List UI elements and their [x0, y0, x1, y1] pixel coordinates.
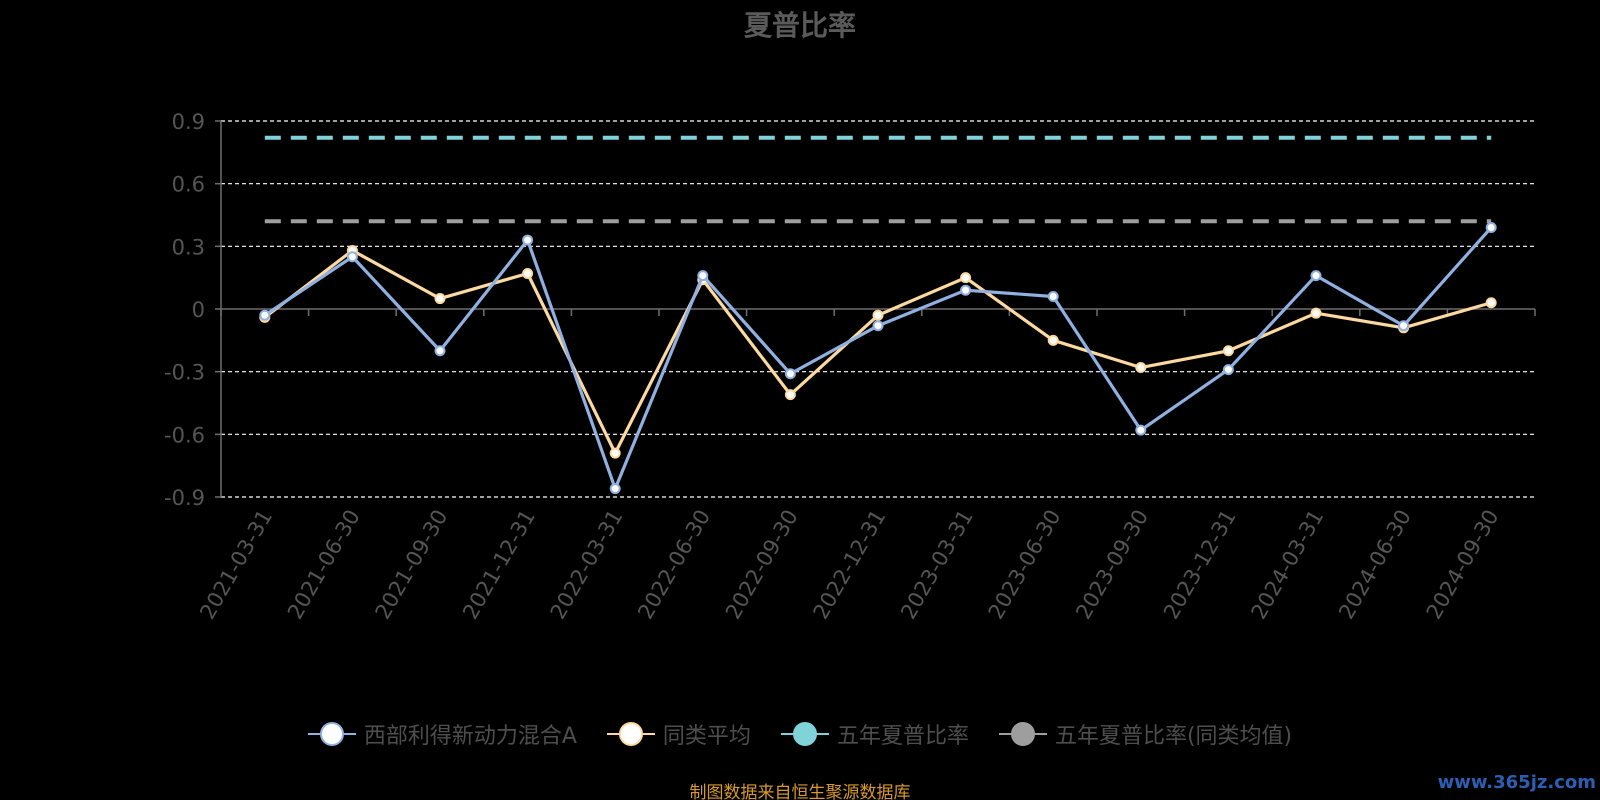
- data-point-0: [1222, 364, 1234, 376]
- x-tick-label: 2022-03-31: [546, 506, 628, 624]
- y-tick-label: 0.9: [172, 110, 205, 134]
- data-point-1: [960, 272, 972, 284]
- legend-marker-icon: [307, 721, 356, 747]
- site-watermark: www.365jz.com: [1437, 772, 1596, 793]
- y-tick-label: 0.3: [172, 235, 205, 259]
- x-tick-label: 2023-12-31: [1159, 506, 1241, 624]
- legend-item-0[interactable]: 西部利得新动力混合A: [307, 718, 577, 750]
- data-point-0: [346, 251, 358, 263]
- data-point-0: [872, 320, 884, 332]
- legend-label: 五年夏普比率(同类均值): [1054, 724, 1293, 749]
- data-point-0: [1485, 222, 1497, 234]
- data-point-1: [1485, 297, 1497, 309]
- x-tick-label: 2023-03-31: [896, 506, 978, 624]
- data-point-1: [609, 447, 621, 459]
- data-point-1: [1222, 345, 1234, 357]
- legend-marker-icon: [606, 721, 655, 747]
- chart-legend: 西部利得新动力混合A 同类平均 五年夏普比率 五年夏普比率(同类均值): [0, 718, 1600, 750]
- data-point-0: [784, 368, 796, 380]
- data-point-0: [609, 483, 621, 495]
- x-tick-label: 2024-09-30: [1422, 506, 1504, 624]
- x-tick-label: 2022-09-30: [721, 506, 803, 624]
- x-tick-label: 2022-12-31: [809, 506, 891, 624]
- data-point-1: [1310, 307, 1322, 319]
- x-tick-label: 2023-06-30: [984, 506, 1066, 624]
- legend-marker-icon: [780, 721, 829, 747]
- chart-title: 夏普比率: [743, 9, 856, 42]
- legend-label: 五年夏普比率: [836, 724, 969, 749]
- series-line-0: [263, 226, 1493, 491]
- y-tick-label: -0.6: [164, 423, 205, 447]
- legend-marker-icon: [998, 721, 1047, 747]
- x-tick-label: 2021-03-31: [195, 506, 277, 624]
- legend-item-3[interactable]: 五年夏普比率(同类均值): [998, 718, 1293, 750]
- x-tick-label: 2023-09-30: [1071, 506, 1153, 624]
- data-point-0: [434, 345, 446, 357]
- data-point-1: [784, 389, 796, 401]
- x-tick-label: 2022-06-30: [633, 506, 715, 624]
- data-point-0: [1135, 424, 1147, 436]
- x-tick-label: 2021-06-30: [283, 506, 365, 624]
- x-tick-label: 2024-03-31: [1247, 506, 1329, 624]
- data-point-0: [697, 270, 709, 282]
- data-point-0: [960, 284, 972, 296]
- y-tick-label: -0.3: [164, 361, 205, 385]
- y-tick-label: 0: [192, 298, 205, 322]
- data-point-0: [1047, 290, 1059, 302]
- x-tick-label: 2024-06-30: [1334, 506, 1416, 624]
- data-point-0: [522, 234, 534, 246]
- data-point-0: [259, 309, 271, 321]
- data-point-1: [1135, 361, 1147, 373]
- y-tick-label: 0.6: [172, 173, 205, 197]
- data-point-1: [522, 267, 534, 279]
- x-tick-label: 2021-12-31: [458, 506, 540, 624]
- series-line-1: [263, 248, 1492, 455]
- data-point-0: [1310, 270, 1322, 282]
- legend-label: 同类平均: [662, 724, 751, 749]
- y-tick-label: -0.9: [164, 486, 205, 510]
- legend-item-1[interactable]: 同类平均: [606, 718, 751, 750]
- data-source-note: 制图数据来自恒生聚源数据库: [689, 783, 911, 800]
- data-point-1: [434, 293, 446, 305]
- data-point-1: [1047, 334, 1059, 346]
- data-point-0: [1398, 320, 1410, 332]
- data-point-1: [872, 309, 884, 321]
- legend-label: 西部利得新动力混合A: [363, 724, 577, 749]
- legend-item-2[interactable]: 五年夏普比率: [780, 718, 969, 750]
- x-tick-label: 2021-09-30: [371, 506, 453, 624]
